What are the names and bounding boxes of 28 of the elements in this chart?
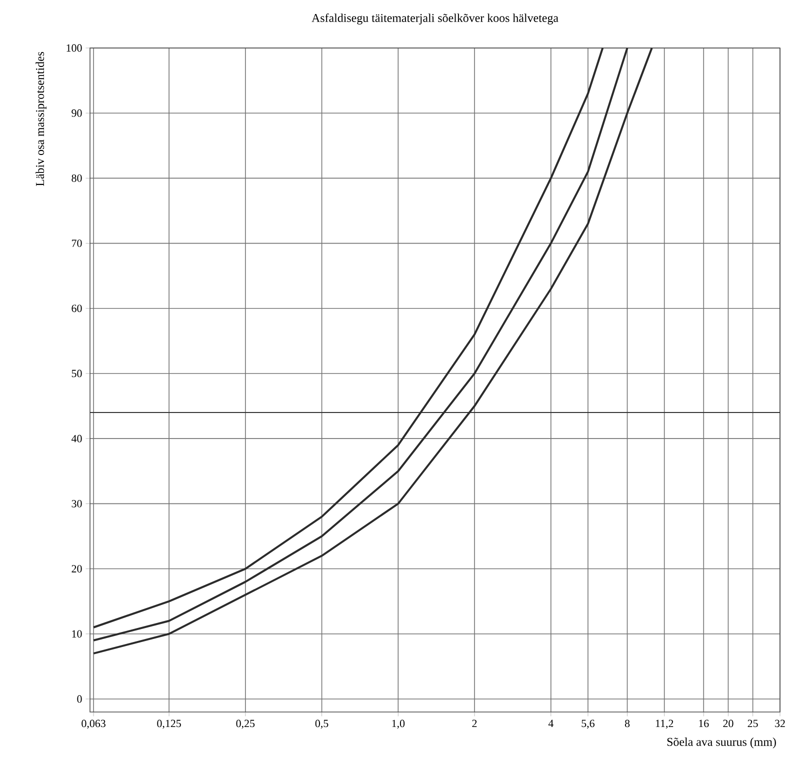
y-tick-label: 60 [72,304,82,312]
x-tick-label: 25 [748,720,758,728]
y-tick-label: 80 [72,174,82,182]
y-tick-label: 70 [72,240,82,247]
x-tick-label: 2 [472,720,477,728]
x-tick-label: 16 [699,720,709,728]
x-tick-label: 0,25 [236,720,255,729]
y-axis-title: Läbiv osa massiprotsentides [36,52,46,186]
y-tick-label: 10 [72,630,82,638]
y-tick-label: 50 [72,370,82,378]
x-tick-label: 1,0 [392,720,405,729]
y-tick-label: 20 [72,565,82,572]
y-tick-label: 90 [72,109,82,117]
x-tick-label: 20 [723,720,734,728]
x-tick-label: 8 [624,720,630,728]
x-tick-label: 11,2 [656,720,674,729]
x-axis-title: Sõela ava suurus (mm) [667,738,776,748]
x-tick-label: 0,125 [157,720,181,729]
y-tick-label: 0 [77,695,82,703]
x-tick-label: 32 [775,720,785,728]
x-tick-label: 5,6 [582,720,594,729]
x-tick-label: 0,063 [82,720,106,729]
x-tick-label: 0,5 [315,720,328,729]
x-tick-label: 4 [548,720,554,727]
chart-title: Asfaldisegu täitematerjali sõelkõver koos hälvetega [312,13,558,24]
y-tick-label: 30 [72,500,82,508]
y-tick-label: 40 [71,434,82,442]
y-tick-label: 100 [66,44,82,52]
